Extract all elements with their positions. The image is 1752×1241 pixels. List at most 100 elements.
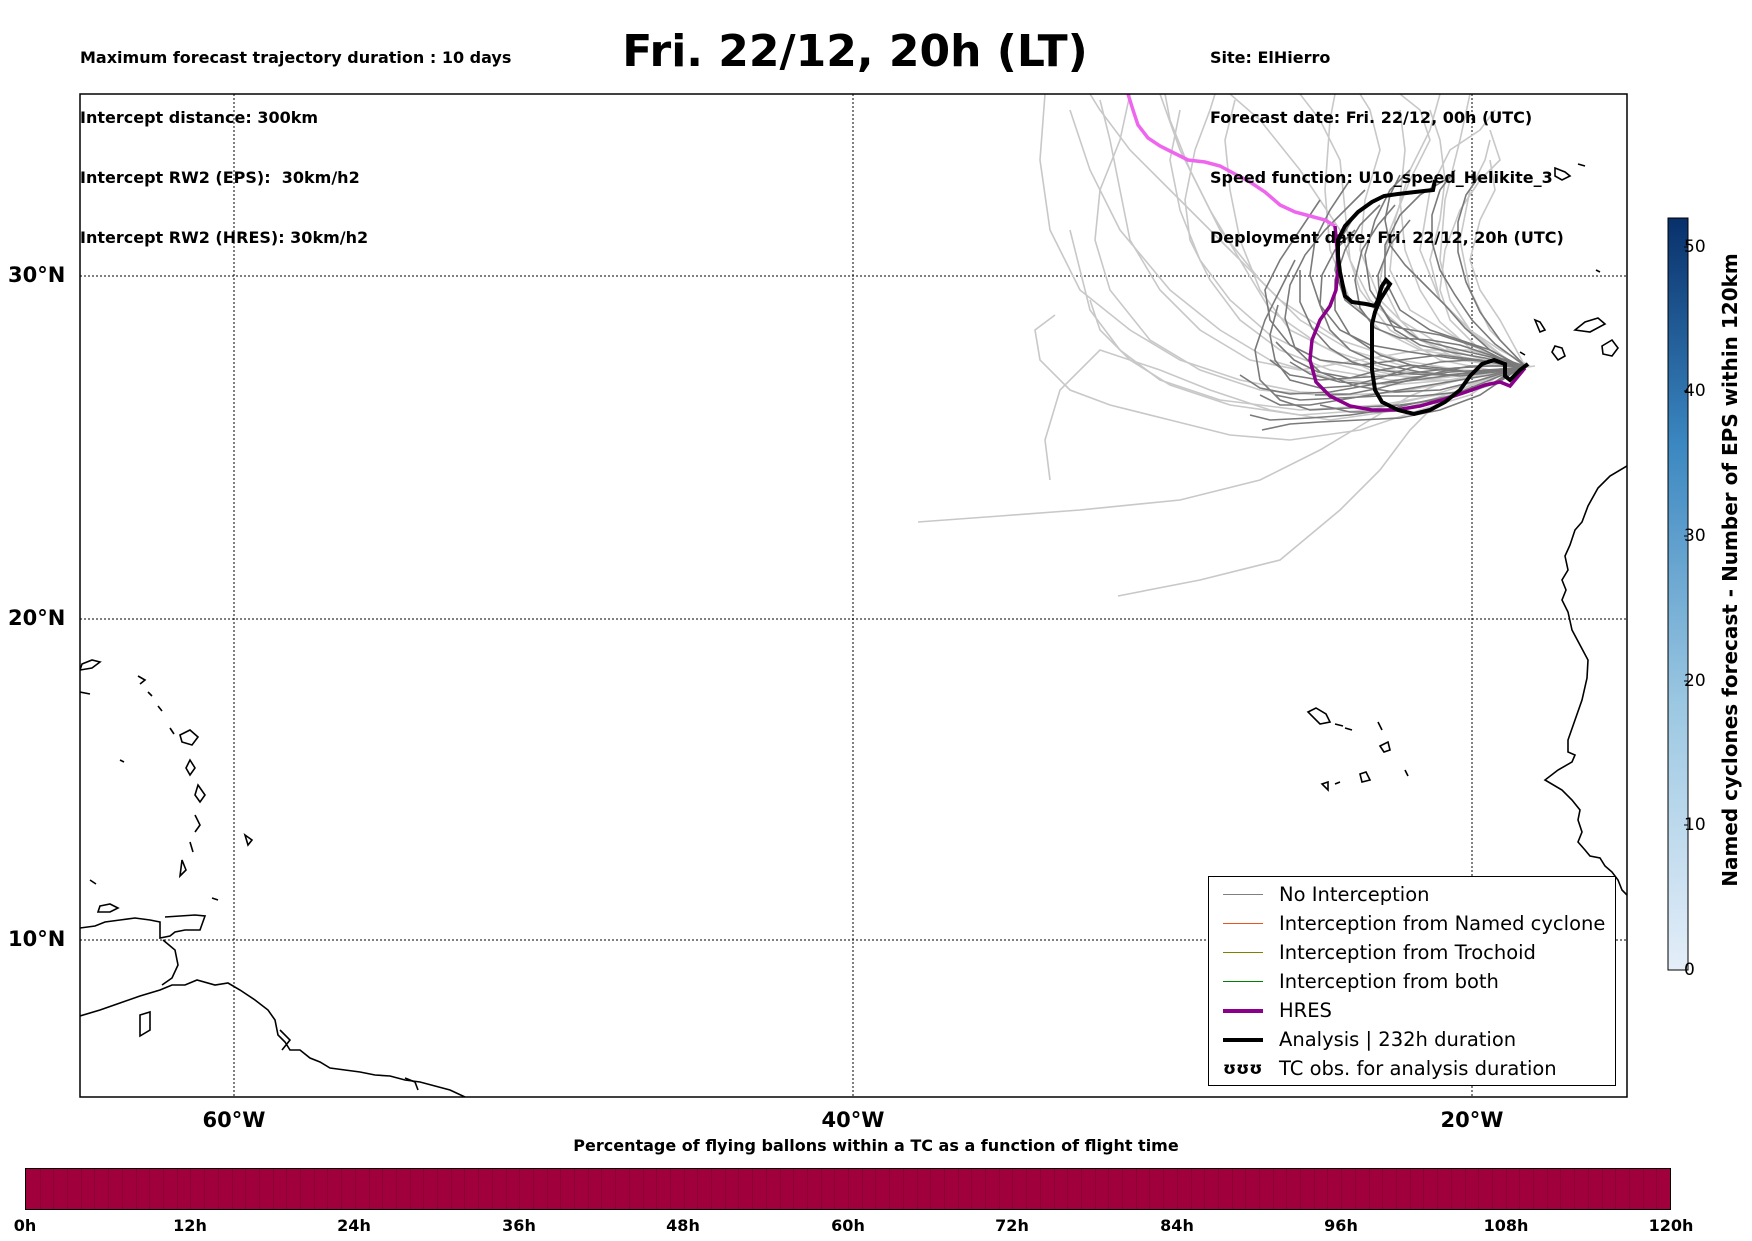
flight-time-bar-tick (724, 1169, 726, 1209)
flight-time-bar-tick (1231, 1169, 1233, 1209)
colorbar-title: Named cyclones forecast - Number of EPS … (1718, 253, 1742, 887)
flight-time-bar-tick (149, 1169, 151, 1209)
flight-time-bar-tick (190, 1169, 192, 1209)
flight-time-bar-tick (1341, 1169, 1343, 1209)
coastline-africa (1306, 163, 1627, 896)
flight-time-bar-tick (669, 1169, 671, 1209)
lat-label-20n: 20°N (8, 606, 66, 630)
info-line: Forecast date: Fri. 22/12, 00h (UTC) (1210, 108, 1533, 127)
legend-item: HRES (1217, 997, 1612, 1025)
flight-time-bar-tick (573, 1169, 575, 1209)
flight-time-bar-title: Percentage of flying ballons within a TC… (573, 1136, 1179, 1155)
flight-time-bar-tick (806, 1169, 808, 1209)
flight-time-bar-tick (1217, 1169, 1219, 1209)
flight-time-bar-tick (1560, 1169, 1562, 1209)
flight-time-bar (25, 1168, 1671, 1210)
flight-time-bar-tick (1012, 1169, 1014, 1209)
flight-time-bar-tick (450, 1169, 452, 1209)
flight-time-bar-tick (601, 1169, 603, 1209)
flight-time-bar-tick (108, 1169, 110, 1209)
flight-time-bar-tick (1478, 1169, 1480, 1209)
flight-time-bar-tick (1519, 1169, 1521, 1209)
flight-time-bar-tick (1574, 1169, 1576, 1209)
flight-time-bar-tick (258, 1169, 260, 1209)
legend-label: Interception from both (1279, 970, 1499, 993)
flight-time-bar-tick (409, 1169, 411, 1209)
legend-line-swatch (1223, 1038, 1263, 1042)
flight-time-bar-tick (121, 1169, 123, 1209)
flight-time-bar-tick (587, 1169, 589, 1209)
flight-time-bar-tick (1163, 1169, 1165, 1209)
flight-time-bar-tick (67, 1169, 69, 1209)
flight-time-bar-tick (546, 1169, 548, 1209)
info-line: Site: ElHierro (1210, 48, 1331, 67)
flight-time-bar-tick (1053, 1169, 1055, 1209)
flight-time-bar-tick (1656, 1169, 1658, 1209)
flight-time-bar-tick (1587, 1169, 1589, 1209)
flight-time-bar-tick (1026, 1169, 1028, 1209)
flight-time-bar-tick (1135, 1169, 1137, 1209)
colorbar-tick: 50 (1684, 237, 1706, 257)
flight-time-bar-tick (1300, 1169, 1302, 1209)
flight-time-bar-tick (1080, 1169, 1082, 1209)
flight-time-bar-tick (793, 1169, 795, 1209)
legend-item: ʊʊʊ TC obs. for analysis duration (1217, 1055, 1612, 1083)
flight-time-bar-tick (1121, 1169, 1123, 1209)
flight-time-bar-tick (135, 1169, 137, 1209)
map-legend: No Interception Interception from Named … (1208, 876, 1616, 1086)
legend-line-swatch (1223, 981, 1263, 982)
flight-time-bar-tick (683, 1169, 685, 1209)
flight-time-bar-tick (916, 1169, 918, 1209)
flight-time-bar-tick (820, 1169, 822, 1209)
flight-time-bar-tick (1176, 1169, 1178, 1209)
flight-time-tick: 120h (1648, 1216, 1694, 1235)
flight-time-bar-tick (1546, 1169, 1548, 1209)
flight-time-bar-tick (628, 1169, 630, 1209)
colorbar-tick: 40 (1684, 381, 1706, 401)
flight-time-bar-tick (245, 1169, 247, 1209)
flight-time-bar-tick (834, 1169, 836, 1209)
flight-time-bar-tick (1437, 1169, 1439, 1209)
coastline-caribbean (80, 659, 466, 1097)
flight-time-bar-tick (217, 1169, 219, 1209)
flight-time-bar-tick (313, 1169, 315, 1209)
flight-time-bar-tick (930, 1169, 932, 1209)
flight-time-bar-tick (204, 1169, 206, 1209)
flight-time-bar-tick (53, 1169, 55, 1209)
legend-line-swatch (1223, 1009, 1263, 1013)
flight-time-bar-tick (1423, 1169, 1425, 1209)
flight-time-bar-tick (231, 1169, 233, 1209)
flight-time-bar-tick (382, 1169, 384, 1209)
lon-label-20w: 20°W (1440, 1108, 1504, 1132)
flight-time-bar-tick (1601, 1169, 1603, 1209)
flight-time-bar-tick (272, 1169, 274, 1209)
flight-time-bar-tick (1108, 1169, 1110, 1209)
flight-time-bar-tick (1354, 1169, 1356, 1209)
legend-label: No Interception (1279, 883, 1430, 906)
flight-time-bar-tick (423, 1169, 425, 1209)
flight-time-bar-tick (354, 1169, 356, 1209)
flight-time-tick: 96h (1324, 1216, 1358, 1235)
flight-time-bar-tick (985, 1169, 986, 1209)
map-title: Fri. 22/12, 20h (LT) (622, 26, 1088, 77)
flight-time-bar-tick (1039, 1169, 1041, 1209)
legend-line-swatch (1223, 894, 1263, 895)
info-line: Intercept RW2 (EPS): 30km/h2 (80, 168, 360, 187)
colorbar-tick: 30 (1684, 526, 1706, 546)
flight-time-bar-tick (1190, 1169, 1192, 1209)
legend-label: HRES (1279, 999, 1332, 1022)
colorbar-title-box: Named cyclones forecast - Number of EPS … (1700, 200, 1752, 940)
flight-time-bar-tick (1286, 1169, 1288, 1209)
hres-track (1308, 225, 1527, 412)
info-line: Deployment date: Fri. 22/12, 20h (UTC) (1210, 228, 1564, 247)
legend-line-swatch (1223, 923, 1263, 924)
gridlines (80, 94, 1627, 1097)
map-frame (79, 93, 1628, 1098)
flight-time-bar-tick (1464, 1169, 1466, 1209)
flight-time-bar-tick (39, 1169, 41, 1209)
flight-time-bar-tick (1094, 1169, 1096, 1209)
legend-item: Interception from Trochoid (1217, 939, 1612, 967)
colorbar-tick: 0 (1684, 960, 1695, 980)
flight-time-bar-tick (1450, 1169, 1452, 1209)
lon-label-40w: 40°W (821, 1108, 885, 1132)
